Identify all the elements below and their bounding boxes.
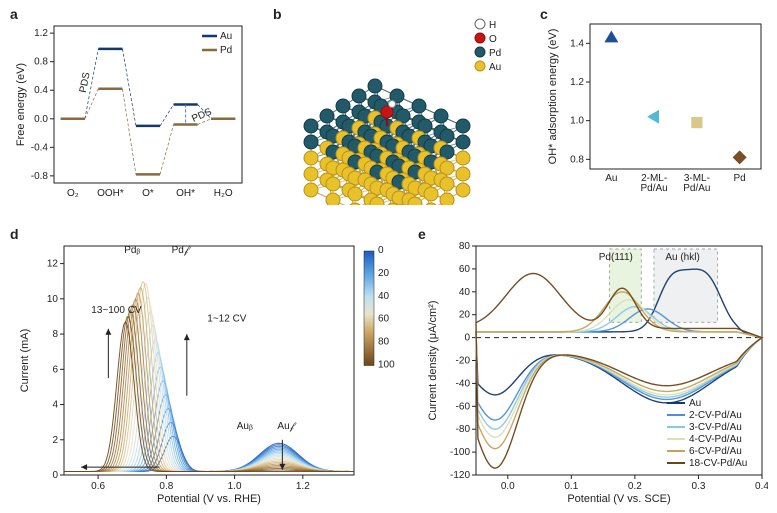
svg-text:13~100 CV: 13~100 CV — [91, 305, 142, 316]
svg-text:Pd(111): Pd(111) — [599, 252, 633, 263]
svg-text:4: 4 — [52, 400, 58, 411]
svg-text:Potential (V vs. SCE): Potential (V vs. SCE) — [567, 493, 670, 505]
svg-text:PDS: PDS — [190, 106, 214, 124]
svg-text:0.4: 0.4 — [34, 85, 48, 96]
svg-text:Pd𝒻: Pd𝒻 — [172, 245, 191, 256]
svg-text:2: 2 — [52, 435, 58, 446]
svg-text:1.2: 1.2 — [34, 28, 48, 39]
svg-text:0.1: 0.1 — [564, 481, 578, 492]
svg-text:3-CV-Pd/Au: 3-CV-Pd/Au — [689, 422, 742, 433]
svg-text:1.0: 1.0 — [570, 116, 584, 127]
svg-text:O*: O* — [142, 188, 154, 199]
svg-text:H₂O: H₂O — [214, 188, 233, 199]
svg-text:4-CV-Pd/Au: 4-CV-Pd/Au — [689, 434, 742, 445]
svg-text:Pd: Pd — [489, 48, 501, 59]
svg-text:-20: -20 — [456, 356, 471, 367]
panel-d-chart: 0.6 0.8 1.0 1.2 0 2 4 6 8 10 12 Potential (V vs. RH… — [12, 230, 402, 505]
svg-text:0.0: 0.0 — [34, 114, 48, 125]
svg-text:Current density (μA/cm²): Current density (μA/cm²) — [427, 300, 439, 420]
svg-text:Pdᵦ: Pdᵦ — [124, 245, 140, 256]
svg-text:40: 40 — [378, 291, 390, 302]
svg-text:O₂: O₂ — [67, 188, 79, 199]
svg-text:100: 100 — [378, 360, 395, 371]
svg-text:6-CV-Pd/Au: 6-CV-Pd/Au — [689, 446, 742, 457]
svg-text:0.0: 0.0 — [501, 481, 515, 492]
svg-text:OH* adsorption energy (eV): OH* adsorption energy (eV) — [547, 29, 559, 165]
svg-text:0.8: 0.8 — [570, 154, 584, 165]
svg-text:0.8: 0.8 — [159, 481, 173, 492]
svg-text:60: 60 — [378, 314, 390, 325]
panel-b-model: HO Pd Au — [275, 10, 525, 205]
svg-text:PDS: PDS — [78, 71, 93, 94]
panel-d: d 0.60.81.01.2024681012Potential (V vs. … — [12, 230, 402, 505]
svg-text:0.8: 0.8 — [34, 57, 48, 68]
svg-text:10: 10 — [47, 294, 59, 305]
svg-text:-80: -80 — [456, 424, 471, 435]
panel-b: b HOPdAu — [275, 10, 525, 205]
svg-text:40: 40 — [459, 287, 471, 298]
svg-text:-120: -120 — [450, 470, 470, 481]
svg-text:18-CV-Pd/Au: 18-CV-Pd/Au — [689, 458, 747, 469]
svg-text:Pd/Au: Pd/Au — [641, 183, 668, 194]
svg-text:0.4: 0.4 — [755, 481, 768, 492]
svg-text:2-CV-Pd/Au: 2-CV-Pd/Au — [689, 410, 742, 421]
panel-a-label: a — [10, 6, 18, 22]
svg-text:OH*: OH* — [176, 188, 195, 199]
svg-text:O: O — [489, 34, 497, 45]
svg-text:1.4: 1.4 — [570, 38, 584, 49]
svg-text:1~12 CV: 1~12 CV — [207, 314, 247, 325]
panel-a-chart: -0.8 -0.4 0.0 0.4 0.8 1.2 O₂ OOH* O* OH* H₂O PDS PDS… — [12, 10, 252, 205]
svg-text:12: 12 — [47, 259, 59, 270]
panel-e: e Pd(111)Au (hkl)0.00.10.20.30.4-120-100… — [420, 230, 768, 505]
svg-text:Au: Au — [605, 173, 617, 184]
svg-text:Pd: Pd — [220, 45, 232, 56]
svg-text:20: 20 — [459, 310, 471, 321]
svg-text:Au𝒻: Au𝒻 — [277, 421, 296, 432]
svg-text:Auᵦ: Auᵦ — [237, 421, 253, 432]
svg-text:-100: -100 — [450, 447, 470, 458]
panel-e-label: e — [418, 226, 426, 242]
svg-text:1.0: 1.0 — [228, 481, 242, 492]
svg-text:OOH*: OOH* — [97, 188, 124, 199]
svg-text:-0.8: -0.8 — [31, 171, 49, 182]
svg-text:Free energy (eV): Free energy (eV) — [15, 63, 27, 146]
panel-b-label: b — [273, 6, 282, 22]
svg-text:Pd: Pd — [734, 173, 746, 184]
svg-text:0.2: 0.2 — [628, 481, 642, 492]
svg-text:H: H — [489, 20, 496, 31]
svg-text:Current (mA): Current (mA) — [19, 329, 31, 393]
svg-text:-0.4: -0.4 — [31, 142, 49, 153]
svg-text:Potential (V vs. RHE): Potential (V vs. RHE) — [157, 493, 261, 505]
svg-text:0.6: 0.6 — [91, 481, 105, 492]
panel-d-label: d — [10, 226, 19, 242]
panel-c: c 0.81.01.21.4Au2-ML-Pd/Au3-ML-Pd/AuPdOH… — [542, 10, 767, 205]
svg-text:Pd/Au: Pd/Au — [683, 183, 710, 194]
svg-text:0: 0 — [464, 333, 470, 344]
svg-text:0: 0 — [378, 245, 384, 256]
svg-text:-60: -60 — [456, 401, 471, 412]
svg-text:6: 6 — [52, 364, 58, 375]
svg-text:1.2: 1.2 — [570, 77, 584, 88]
svg-text:80: 80 — [378, 337, 390, 348]
panel-a: a -0.8-0.40.00.40.81.2O₂OOH*O*OH*H₂OPDSP… — [12, 10, 252, 205]
panel-e-chart: Pd(111) Au (hkl) 0.0 0.1 0.2 0.3 0.4 -120 -100 -8… — [420, 230, 768, 505]
svg-text:60: 60 — [459, 264, 471, 275]
panel-c-label: c — [540, 6, 548, 22]
svg-text:80: 80 — [459, 241, 471, 252]
svg-text:Au: Au — [689, 398, 701, 409]
svg-text:0: 0 — [52, 470, 58, 481]
svg-text:-40: -40 — [456, 378, 471, 389]
svg-text:20: 20 — [378, 268, 390, 279]
svg-text:0.3: 0.3 — [691, 481, 705, 492]
svg-text:Au: Au — [220, 31, 232, 42]
svg-text:8: 8 — [52, 329, 58, 340]
svg-text:1.2: 1.2 — [296, 481, 310, 492]
svg-text:Au: Au — [489, 62, 501, 73]
panel-c-chart: 0.81.01.21.4Au2-ML-Pd/Au3-ML-Pd/AuPdOH* … — [542, 10, 767, 205]
svg-text:Au (hkl): Au (hkl) — [665, 252, 699, 263]
